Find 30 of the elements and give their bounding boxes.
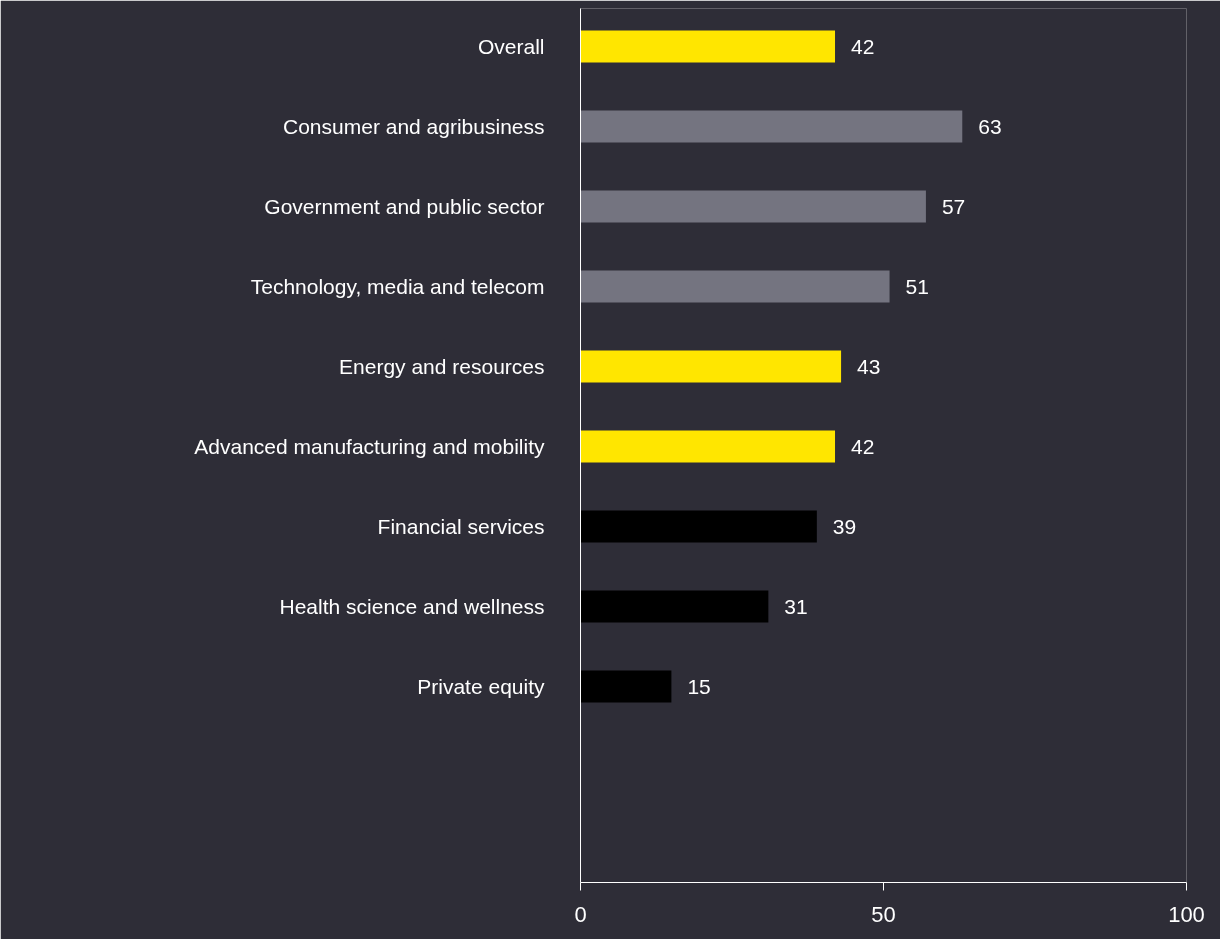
bar [580, 110, 963, 143]
data-label: 57 [941, 194, 966, 218]
data-label: 51 [905, 274, 929, 298]
data-label: 63 [978, 114, 1002, 138]
y-tick-label: Advanced manufacturing and mobility [194, 435, 545, 458]
y-tick-label: Overall [477, 35, 545, 58]
data-label: 39 [832, 514, 857, 538]
data-label: 31 [784, 594, 808, 618]
data-label: 42 [851, 434, 875, 458]
y-tick-label: Technology, media and telecom [250, 275, 545, 298]
bar [580, 430, 836, 463]
y-tick-label: Consumer and agribusiness [283, 115, 545, 138]
y-tick-label: Financial services [377, 515, 545, 538]
y-tick-label: Private equity [417, 675, 545, 698]
data-label: 15 [687, 674, 711, 698]
data-label: 42 [851, 34, 875, 58]
bar [580, 590, 769, 623]
bar [580, 190, 926, 223]
bar [580, 510, 817, 543]
bar [580, 270, 890, 303]
x-tick-label: 50 [871, 901, 896, 927]
bar [580, 350, 842, 383]
y-tick-label: Health science and wellness [279, 595, 545, 618]
bar [580, 30, 836, 63]
x-tick-label: 100 [1168, 901, 1205, 927]
data-label: 43 [857, 354, 881, 378]
bar [580, 670, 672, 703]
x-tick-label: 0 [574, 901, 587, 927]
y-tick-label: Energy and resources [339, 355, 545, 378]
y-tick-label: Government and public sector [264, 195, 545, 218]
